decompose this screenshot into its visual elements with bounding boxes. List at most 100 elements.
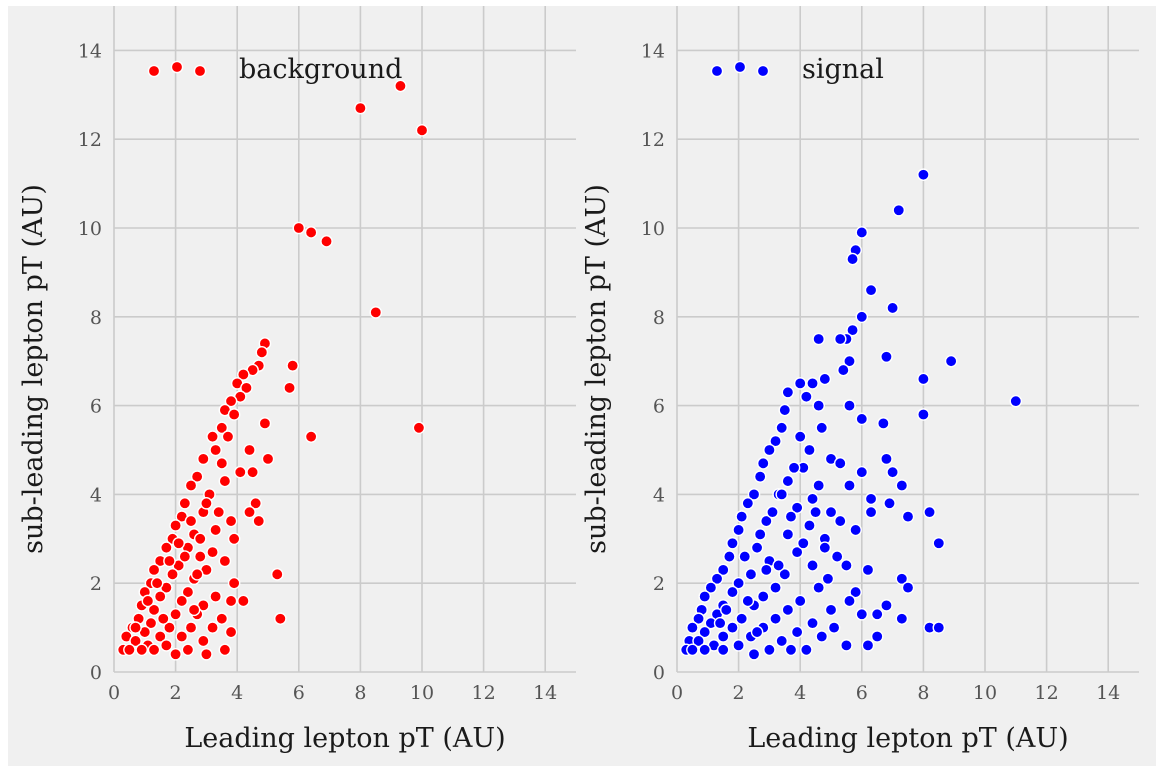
- data-point: [221, 430, 235, 443]
- data-point: [760, 563, 773, 577]
- data-point: [735, 510, 748, 523]
- x-tick-label: 8: [354, 682, 366, 704]
- data-point: [855, 310, 869, 324]
- data-point: [806, 492, 819, 506]
- x-tick-label: 14: [1096, 682, 1120, 704]
- data-point: [135, 643, 149, 657]
- data-point: [763, 443, 776, 457]
- data-point: [753, 528, 767, 541]
- data-point: [846, 323, 859, 337]
- data-point: [261, 452, 275, 466]
- data-point: [932, 621, 946, 634]
- data-point: [178, 550, 192, 563]
- data-point: [895, 479, 909, 492]
- data-point: [184, 479, 198, 492]
- legend-marker: [193, 64, 207, 78]
- data-point: [800, 643, 813, 657]
- data-point: [200, 647, 213, 661]
- data-point: [778, 568, 792, 581]
- data-point: [781, 474, 795, 488]
- panel-background: 0 2 4 6 8 10 12 14 0 2 4 6 8 10 12 14 Leading lepton pT …: [18, 6, 576, 754]
- legend-marker: [147, 64, 161, 78]
- data-point: [815, 421, 829, 435]
- data-point: [790, 501, 804, 515]
- data-point: [775, 488, 789, 501]
- data-point: [129, 621, 142, 634]
- data-point: [1009, 394, 1023, 408]
- data-point: [190, 470, 204, 483]
- data-point: [153, 630, 167, 643]
- data-point: [237, 368, 250, 381]
- data-point: [778, 403, 792, 417]
- data-point: [793, 377, 807, 390]
- data-point: [901, 581, 915, 594]
- data-point: [227, 576, 241, 590]
- y-tick-label: 10: [78, 218, 102, 240]
- data-point: [160, 541, 173, 554]
- y-axis-label: sub-leading lepton pT (AU): [581, 184, 612, 554]
- data-point: [932, 536, 946, 550]
- data-point: [880, 452, 893, 466]
- y-tick-label: 4: [90, 484, 102, 506]
- data-point: [206, 545, 219, 559]
- data-point: [735, 612, 748, 626]
- data-point: [215, 612, 229, 626]
- data-point: [218, 643, 232, 657]
- data-point: [719, 603, 733, 617]
- y-tick-label: 0: [90, 662, 102, 684]
- data-point: [756, 457, 770, 470]
- data-point: [849, 523, 862, 537]
- data-point: [870, 607, 884, 621]
- data-point: [818, 541, 832, 554]
- data-point: [769, 581, 782, 594]
- data-point: [824, 505, 838, 519]
- y-axis-label: sub-leading lepton pT (AU): [18, 184, 49, 554]
- x-tick-label: 12: [1035, 682, 1059, 704]
- data-point: [726, 536, 739, 550]
- data-point: [175, 630, 189, 643]
- data-point: [710, 572, 724, 586]
- y-tick-label: 6: [90, 396, 102, 418]
- x-tick-label: 10: [973, 682, 997, 704]
- data-point: [917, 372, 930, 386]
- data-point: [732, 523, 745, 537]
- data-point: [870, 630, 884, 643]
- data-point: [227, 408, 241, 421]
- data-point: [249, 496, 262, 510]
- data-point: [812, 581, 825, 594]
- data-point: [206, 621, 219, 634]
- data-point: [698, 625, 712, 639]
- data-point: [843, 594, 856, 608]
- data-point: [698, 643, 712, 657]
- data-point: [843, 479, 856, 492]
- data-point: [886, 301, 899, 315]
- y-tick-label: 14: [641, 40, 665, 62]
- data-point: [803, 443, 816, 457]
- data-point: [197, 452, 210, 466]
- data-point: [843, 399, 856, 412]
- data-point: [812, 332, 825, 346]
- y-tick-label: 6: [653, 396, 665, 418]
- data-point: [944, 354, 958, 368]
- data-point: [698, 590, 712, 603]
- legend-marker: [733, 60, 747, 74]
- data-point: [197, 634, 210, 648]
- data-point: [827, 621, 841, 634]
- data-point: [781, 603, 795, 617]
- data-point: [156, 612, 170, 626]
- data-point: [883, 496, 896, 510]
- data-point: [252, 514, 266, 528]
- data-point: [861, 639, 875, 652]
- x-tick-label: 4: [794, 682, 806, 704]
- data-point: [806, 559, 819, 572]
- data-point: [732, 639, 745, 652]
- y-tick-label: 4: [653, 484, 665, 506]
- data-point: [686, 621, 699, 634]
- x-tick-label: 0: [671, 682, 683, 704]
- data-point: [855, 226, 869, 239]
- data-point: [837, 363, 850, 377]
- data-point: [212, 505, 226, 519]
- data-point: [723, 550, 736, 563]
- data-point: [218, 474, 232, 488]
- data-point: [781, 385, 795, 399]
